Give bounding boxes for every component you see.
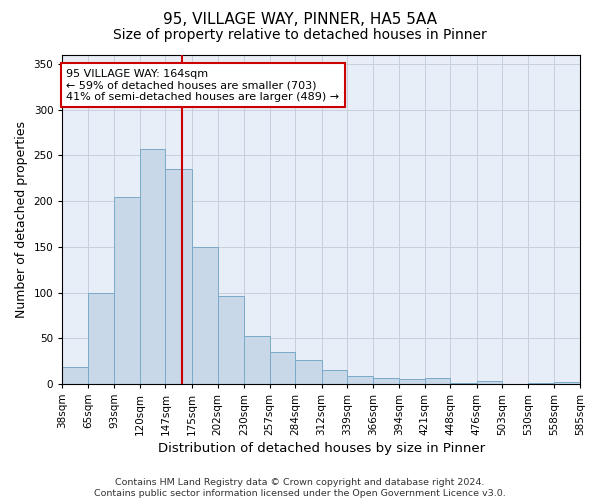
Bar [140,149,166,384]
Bar [295,360,322,384]
Bar [554,382,580,384]
Bar [218,296,244,384]
Bar [269,352,295,384]
Bar [192,247,218,384]
Bar [347,376,373,384]
Text: Size of property relative to detached houses in Pinner: Size of property relative to detached ho… [113,28,487,42]
Bar [322,370,347,384]
Bar [399,380,425,384]
Bar [88,292,115,384]
Text: Contains HM Land Registry data © Crown copyright and database right 2024.
Contai: Contains HM Land Registry data © Crown c… [94,478,506,498]
Bar [451,383,477,384]
Bar [244,336,269,384]
Bar [373,378,399,384]
Bar [528,383,554,384]
Bar [62,368,88,384]
Bar [115,196,140,384]
Bar [477,381,502,384]
Bar [425,378,451,384]
Y-axis label: Number of detached properties: Number of detached properties [15,121,28,318]
X-axis label: Distribution of detached houses by size in Pinner: Distribution of detached houses by size … [158,442,485,455]
Text: 95, VILLAGE WAY, PINNER, HA5 5AA: 95, VILLAGE WAY, PINNER, HA5 5AA [163,12,437,28]
Text: 95 VILLAGE WAY: 164sqm
← 59% of detached houses are smaller (703)
41% of semi-de: 95 VILLAGE WAY: 164sqm ← 59% of detached… [66,68,339,102]
Bar [166,169,192,384]
